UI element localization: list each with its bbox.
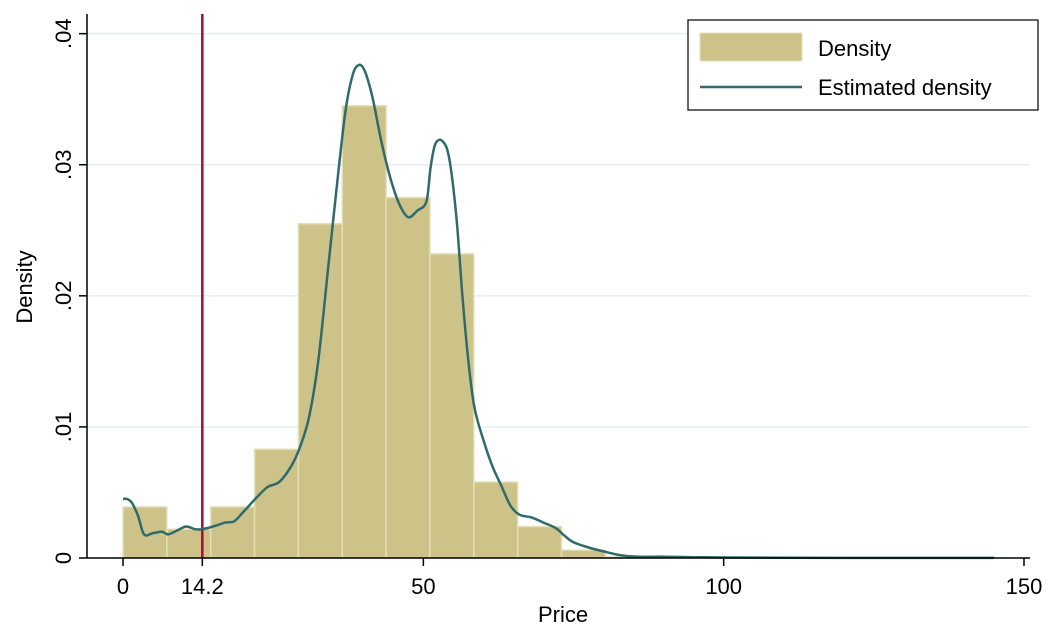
legend-swatch-density bbox=[699, 32, 803, 62]
x-tick-label-0: 0 bbox=[117, 574, 129, 599]
y-tick-label-0: 0 bbox=[51, 552, 76, 564]
legend-label-density: Density bbox=[818, 36, 891, 61]
y-tick-label-3: .03 bbox=[51, 149, 76, 180]
density-curve bbox=[122, 63, 994, 560]
legend: Density Estimated density bbox=[687, 19, 1039, 111]
x-tick-label-1: 14.2 bbox=[181, 574, 224, 599]
x-tick-label-3: 100 bbox=[705, 574, 742, 599]
x-axis-title: Price bbox=[538, 602, 588, 627]
histogram-bar-6 bbox=[385, 196, 431, 559]
histogram-bar-5 bbox=[341, 105, 387, 559]
x-tick-label-2: 50 bbox=[411, 574, 435, 599]
legend-label-estimated-density: Estimated density bbox=[818, 75, 992, 100]
histogram-bar-9 bbox=[516, 525, 563, 559]
density-curve-group bbox=[122, 63, 994, 560]
histogram-bar-2 bbox=[209, 506, 256, 559]
histogram-bars bbox=[122, 105, 650, 559]
y-tick-label-2: .02 bbox=[51, 281, 76, 312]
y-axis-title: Density bbox=[12, 250, 37, 323]
histogram-bar-4 bbox=[297, 222, 344, 559]
histogram-bar-7 bbox=[429, 253, 475, 559]
x-tick-label-4: 150 bbox=[1006, 574, 1043, 599]
y-tick-label-1: .01 bbox=[51, 412, 76, 443]
y-tick-label-4: .04 bbox=[51, 18, 76, 49]
histogram-bar-8 bbox=[473, 481, 519, 559]
axes: 0 14.2 50 100 150 0 .01 .02 .03 .04 bbox=[51, 14, 1042, 599]
